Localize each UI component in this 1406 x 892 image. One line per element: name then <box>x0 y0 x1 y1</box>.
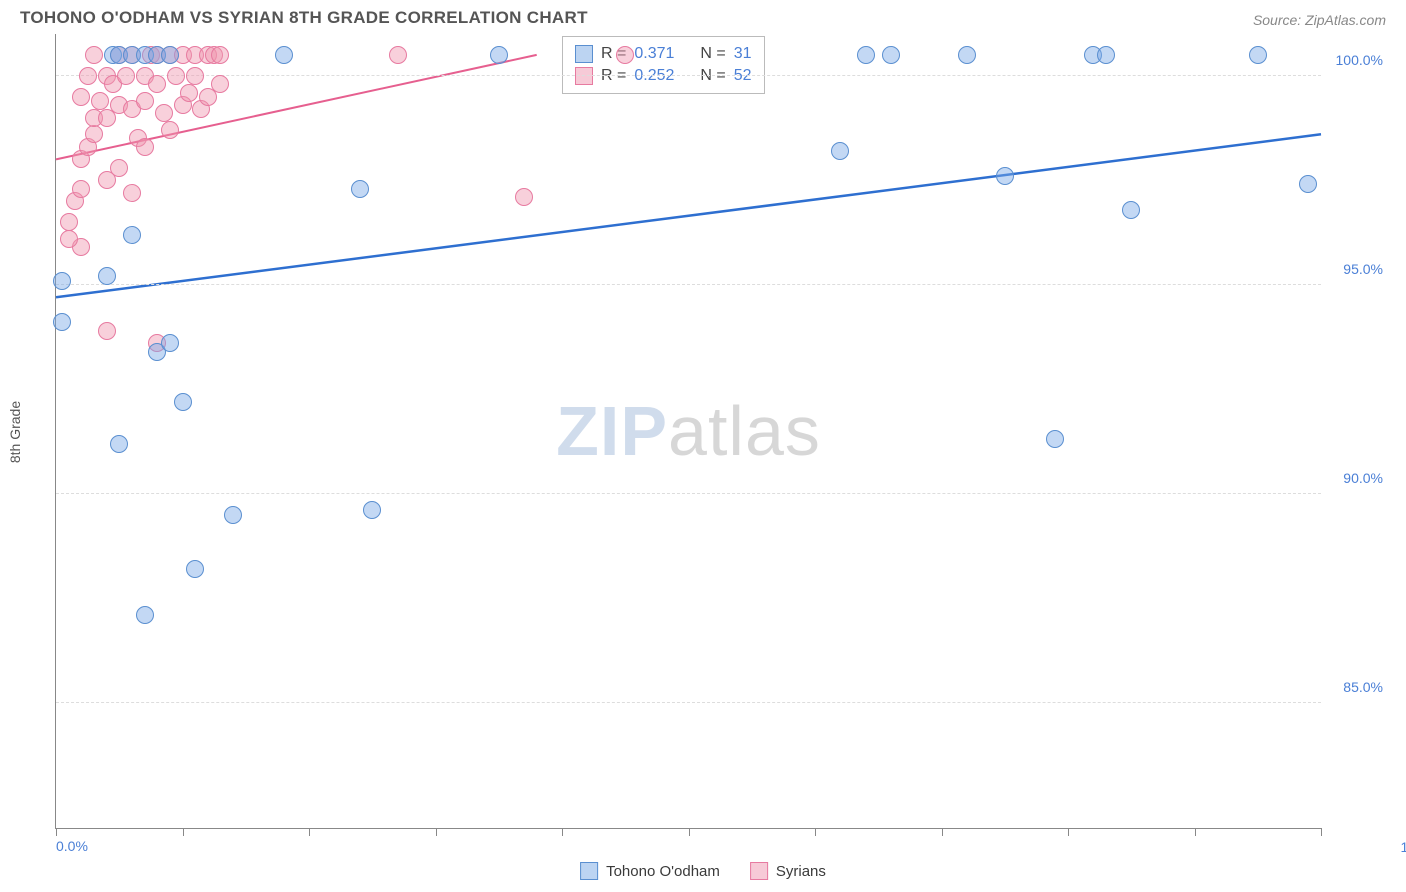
data-point <box>224 506 242 524</box>
data-point <box>155 104 173 122</box>
data-point <box>389 46 407 64</box>
data-point <box>1299 175 1317 193</box>
data-point <box>831 142 849 160</box>
x-tick <box>815 828 816 836</box>
data-point <box>996 167 1014 185</box>
data-point <box>167 67 185 85</box>
legend-swatch <box>575 45 593 63</box>
legend-label: Syrians <box>776 863 826 880</box>
data-point <box>98 322 116 340</box>
gridline <box>56 493 1321 494</box>
data-point <box>186 560 204 578</box>
legend-swatch <box>580 862 598 880</box>
data-point <box>958 46 976 64</box>
n-value: 31 <box>734 45 752 63</box>
data-point <box>363 501 381 519</box>
data-point <box>1097 46 1115 64</box>
gridline <box>56 284 1321 285</box>
n-value: 52 <box>734 67 752 85</box>
source-label: Source: ZipAtlas.com <box>1253 12 1386 28</box>
y-tick-label: 90.0% <box>1343 470 1383 486</box>
data-point <box>136 606 154 624</box>
data-point <box>490 46 508 64</box>
r-value: 0.371 <box>634 45 674 63</box>
data-point <box>1249 46 1267 64</box>
data-point <box>117 67 135 85</box>
data-point <box>136 138 154 156</box>
data-point <box>351 180 369 198</box>
chart-area: 8th Grade ZIPatlas R =0.371N =31R =0.252… <box>55 34 1386 829</box>
series-legend: Tohono O'odham Syrians <box>580 862 826 880</box>
data-point <box>91 92 109 110</box>
data-point <box>110 435 128 453</box>
stats-legend-box: R = 0.371 N = 31 R = 0.252 N = 52 <box>562 36 765 94</box>
data-point <box>1122 201 1140 219</box>
x-tick <box>56 828 57 836</box>
y-axis-label: 8th Grade <box>7 400 23 462</box>
legend-label: Tohono O'odham <box>606 863 720 880</box>
x-tick <box>1195 828 1196 836</box>
data-point <box>161 121 179 139</box>
data-point <box>79 67 97 85</box>
x-tick-label: 0.0% <box>56 838 88 854</box>
data-point <box>123 226 141 244</box>
legend-swatch <box>750 862 768 880</box>
data-point <box>98 267 116 285</box>
n-label: N = <box>700 67 725 85</box>
data-point <box>72 88 90 106</box>
legend-swatch <box>575 67 593 85</box>
x-tick <box>183 828 184 836</box>
data-point <box>857 46 875 64</box>
data-point <box>53 272 71 290</box>
data-point <box>180 84 198 102</box>
data-point <box>211 46 229 64</box>
gridline <box>56 702 1321 703</box>
data-point <box>72 180 90 198</box>
data-point <box>186 67 204 85</box>
data-point <box>123 184 141 202</box>
y-tick-label: 95.0% <box>1343 261 1383 277</box>
data-point <box>148 75 166 93</box>
data-point <box>882 46 900 64</box>
data-point <box>211 75 229 93</box>
x-tick <box>1321 828 1322 836</box>
chart-title: TOHONO O'ODHAM VS SYRIAN 8TH GRADE CORRE… <box>20 8 588 28</box>
y-tick-label: 85.0% <box>1343 679 1383 695</box>
data-point <box>85 125 103 143</box>
data-point <box>161 334 179 352</box>
data-point <box>110 159 128 177</box>
x-tick <box>436 828 437 836</box>
r-label: R = <box>601 67 626 85</box>
y-tick-label: 100.0% <box>1336 52 1383 68</box>
data-point <box>616 46 634 64</box>
x-tick <box>1068 828 1069 836</box>
legend-item: Tohono O'odham <box>580 862 720 880</box>
x-tick <box>309 828 310 836</box>
data-point <box>1046 430 1064 448</box>
trend-lines <box>56 34 1321 828</box>
r-value: 0.252 <box>634 67 674 85</box>
legend-item: Syrians <box>750 862 826 880</box>
gridline <box>56 75 1321 76</box>
data-point <box>174 393 192 411</box>
legend-row: R = 0.252 N = 52 <box>575 65 752 87</box>
data-point <box>60 230 78 248</box>
data-point <box>515 188 533 206</box>
data-point <box>161 46 179 64</box>
data-point <box>136 92 154 110</box>
plot-region: ZIPatlas R =0.371N =31R =0.252N =52 85.0… <box>55 34 1321 829</box>
x-tick <box>689 828 690 836</box>
data-point <box>53 313 71 331</box>
header: TOHONO O'ODHAM VS SYRIAN 8TH GRADE CORRE… <box>0 0 1406 34</box>
data-point <box>275 46 293 64</box>
data-point <box>85 46 103 64</box>
data-point <box>60 213 78 231</box>
x-tick <box>562 828 563 836</box>
x-tick-label: 100.0% <box>1401 839 1406 855</box>
n-label: N = <box>700 45 725 63</box>
legend-row: R =0.371N =31 <box>575 43 752 65</box>
x-tick <box>942 828 943 836</box>
